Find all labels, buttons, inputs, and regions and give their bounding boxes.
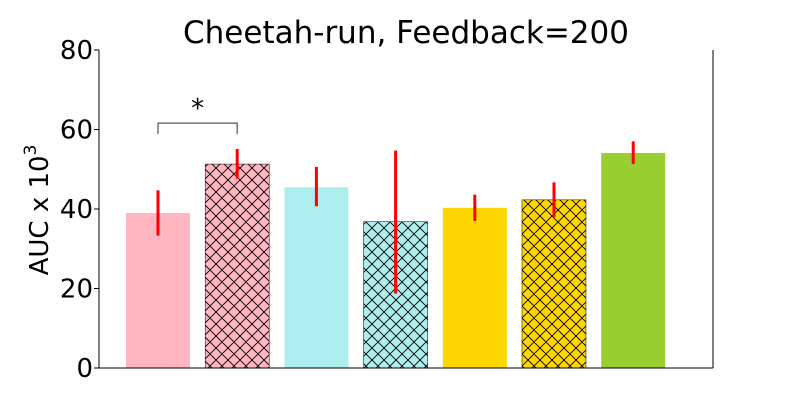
y-tick-label-40: 40 (60, 195, 93, 225)
bar-3 (284, 187, 349, 368)
y-tick-label-20: 20 (60, 275, 93, 305)
bars-layer: * (126, 94, 666, 369)
chart-title: Cheetah-run, Feedback=200 (183, 15, 629, 51)
y-tick-label-0: 0 (76, 354, 93, 384)
y-tick-label-80: 80 (60, 36, 93, 66)
bar-7 (601, 152, 666, 368)
bar-6-hatch (521, 199, 587, 369)
axes-layer: 0 20 40 60 80 (60, 36, 714, 384)
bar-5 (442, 207, 507, 368)
significance-bracket-1 (157, 122, 238, 135)
bar-1 (126, 212, 190, 368)
bar-2-hatch (204, 163, 270, 369)
significance-marker-1: * (191, 94, 204, 124)
y-axis-label: AUC x 103 (21, 145, 55, 276)
y-tick-label-60: 60 (60, 116, 93, 146)
